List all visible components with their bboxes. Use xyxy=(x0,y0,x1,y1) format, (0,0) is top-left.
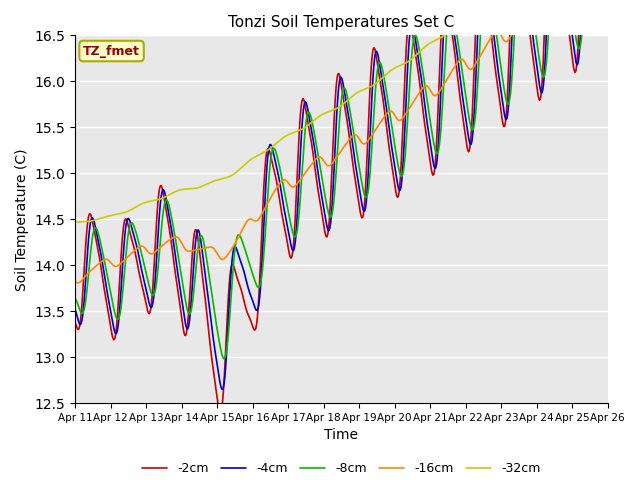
-2cm xyxy=(604,21,612,26)
-2cm xyxy=(81,256,88,262)
-16cm xyxy=(191,247,198,253)
Line: -2cm: -2cm xyxy=(75,0,608,412)
-4cm xyxy=(219,386,227,392)
-8cm xyxy=(422,92,430,97)
-16cm xyxy=(136,243,144,249)
Line: -16cm: -16cm xyxy=(75,0,608,283)
-32cm xyxy=(81,219,88,225)
-8cm xyxy=(407,65,415,71)
-8cm xyxy=(71,295,79,301)
Legend: -2cm, -4cm, -8cm, -16cm, -32cm: -2cm, -4cm, -8cm, -16cm, -32cm xyxy=(137,457,546,480)
-4cm xyxy=(81,289,88,295)
Line: -4cm: -4cm xyxy=(75,0,608,389)
-8cm xyxy=(81,304,88,310)
-2cm xyxy=(422,132,430,137)
-32cm xyxy=(218,176,226,182)
-2cm xyxy=(216,409,224,415)
Line: -32cm: -32cm xyxy=(75,0,608,222)
-32cm xyxy=(406,58,414,63)
-32cm xyxy=(136,202,143,208)
-2cm xyxy=(190,236,198,241)
-16cm xyxy=(82,273,90,279)
Title: Tonzi Soil Temperatures Set C: Tonzi Soil Temperatures Set C xyxy=(228,15,454,30)
Y-axis label: Soil Temperature (C): Soil Temperature (C) xyxy=(15,148,29,290)
-8cm xyxy=(220,356,228,361)
Text: TZ_fmet: TZ_fmet xyxy=(83,45,140,58)
-2cm xyxy=(219,399,227,405)
-16cm xyxy=(71,279,79,285)
-2cm xyxy=(136,272,143,278)
-16cm xyxy=(407,104,415,109)
-4cm xyxy=(407,24,415,30)
-16cm xyxy=(74,280,82,286)
-8cm xyxy=(218,351,226,357)
-32cm xyxy=(422,44,429,49)
-4cm xyxy=(422,114,430,120)
X-axis label: Time: Time xyxy=(324,429,358,443)
Line: -8cm: -8cm xyxy=(75,0,608,359)
-8cm xyxy=(136,243,143,249)
-4cm xyxy=(136,257,143,263)
-4cm xyxy=(604,0,612,3)
-8cm xyxy=(190,289,198,295)
-16cm xyxy=(219,256,227,262)
-32cm xyxy=(71,219,79,225)
-2cm xyxy=(71,320,79,325)
-2cm xyxy=(407,20,415,26)
-4cm xyxy=(190,263,198,268)
-4cm xyxy=(218,386,226,392)
-32cm xyxy=(190,186,198,192)
-4cm xyxy=(71,307,79,312)
-16cm xyxy=(422,83,430,89)
